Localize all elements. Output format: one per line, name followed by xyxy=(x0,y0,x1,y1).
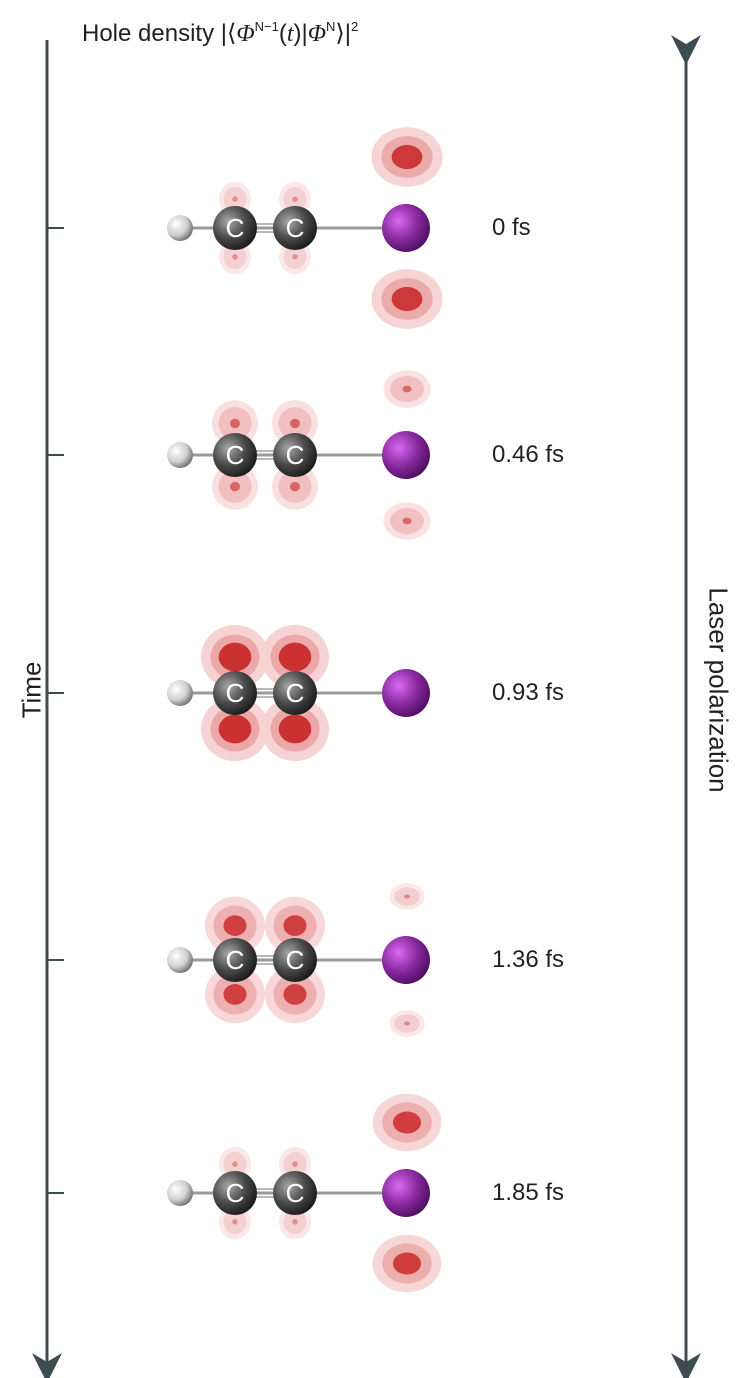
carbon-density-bottom-1-inner xyxy=(292,254,298,260)
carbon-density-bottom-0-inner xyxy=(223,984,247,1005)
carbon-symbol: C xyxy=(286,213,305,243)
carbon-symbol: C xyxy=(286,440,305,470)
iodine-density-top-inner xyxy=(404,894,410,899)
iodine-atom xyxy=(382,431,430,479)
carbon-density-bottom-1-inner xyxy=(292,1219,298,1225)
carbon-density-top-1-inner xyxy=(292,196,298,202)
carbon-density-top-0-inner xyxy=(218,642,252,672)
iodine-density-top-mid xyxy=(394,887,420,906)
carbon-density-bottom-0-inner xyxy=(218,714,252,744)
carbon-density-top-0-inner xyxy=(230,418,240,429)
carbon-density-bottom-1-inner xyxy=(283,984,307,1005)
hydrogen-atom xyxy=(167,1180,193,1206)
carbon-atom xyxy=(213,1171,257,1215)
iodine-density-top-inner xyxy=(402,385,412,393)
carbon-density-top-1-inner xyxy=(290,418,300,429)
iodine-density-top-outer xyxy=(389,883,425,910)
time-label: 1.36 fs xyxy=(492,946,565,973)
carbon-density-bottom-0-inner xyxy=(230,481,240,492)
carbon-atom xyxy=(213,206,257,250)
carbon-symbol: C xyxy=(286,945,305,975)
iodine-density-bottom-inner xyxy=(391,286,423,312)
carbon-density-top-0-mid xyxy=(223,186,247,212)
carbon-symbol: C xyxy=(286,678,305,708)
iodine-atom xyxy=(382,1169,430,1217)
iodine-density-top-inner xyxy=(391,144,423,170)
carbon-atom xyxy=(273,671,317,715)
carbon-symbol: C xyxy=(226,678,245,708)
carbon-density-top-1-mid xyxy=(283,1151,307,1177)
carbon-atom xyxy=(273,433,317,477)
iodine-atom xyxy=(382,936,430,984)
carbon-density-bottom-0-mid xyxy=(223,1209,247,1235)
figure-title: Hole density |⟨ΦN−1(t)|ΦN⟩|2 xyxy=(82,19,359,47)
iodine-density-bottom-outer xyxy=(389,1010,425,1037)
carbon-density-top-0-inner xyxy=(223,915,247,936)
iodine-density-bottom-inner xyxy=(404,1021,410,1026)
hydrogen-atom xyxy=(167,442,193,468)
hydrogen-atom xyxy=(167,947,193,973)
time-label: 1.85 fs xyxy=(492,1179,565,1206)
carbon-atom xyxy=(213,938,257,982)
carbon-atom xyxy=(273,206,317,250)
hydrogen-atom xyxy=(167,680,193,706)
carbon-atom xyxy=(213,671,257,715)
time-label: 0 fs xyxy=(492,214,531,241)
iodine-density-bottom-inner xyxy=(392,1252,422,1275)
carbon-density-bottom-1-inner xyxy=(278,714,312,744)
iodine-density-bottom-inner xyxy=(402,517,412,525)
time-label: 0.46 fs xyxy=(492,441,565,468)
carbon-density-top-0-inner xyxy=(232,196,238,202)
iodine-atom xyxy=(382,204,430,252)
carbon-density-top-1-inner xyxy=(278,642,312,672)
iodine-density-bottom-mid xyxy=(394,1014,420,1033)
carbon-density-top-1-mid xyxy=(283,186,307,212)
carbon-density-bottom-0-inner xyxy=(232,1219,238,1225)
carbon-density-bottom-1-mid xyxy=(283,244,307,270)
carbon-density-bottom-1-mid xyxy=(283,1209,307,1235)
carbon-density-top-1-inner xyxy=(292,1161,298,1167)
carbon-atom xyxy=(213,433,257,477)
carbon-atom xyxy=(273,938,317,982)
carbon-atom xyxy=(273,1171,317,1215)
carbon-density-top-0-inner xyxy=(232,1161,238,1167)
carbon-density-top-1-inner xyxy=(283,915,307,936)
hydrogen-atom xyxy=(167,215,193,241)
time-label: 0.93 fs xyxy=(492,679,565,706)
carbon-symbol: C xyxy=(286,1178,305,1208)
carbon-symbol: C xyxy=(226,945,245,975)
iodine-density-top-inner xyxy=(392,1111,422,1134)
carbon-symbol: C xyxy=(226,213,245,243)
carbon-density-top-0-mid xyxy=(223,1151,247,1177)
carbon-density-bottom-1-inner xyxy=(290,481,300,492)
carbon-symbol: C xyxy=(226,1178,245,1208)
iodine-atom xyxy=(382,669,430,717)
carbon-density-bottom-0-inner xyxy=(232,254,238,260)
carbon-density-bottom-0-mid xyxy=(223,244,247,270)
carbon-symbol: C xyxy=(226,440,245,470)
